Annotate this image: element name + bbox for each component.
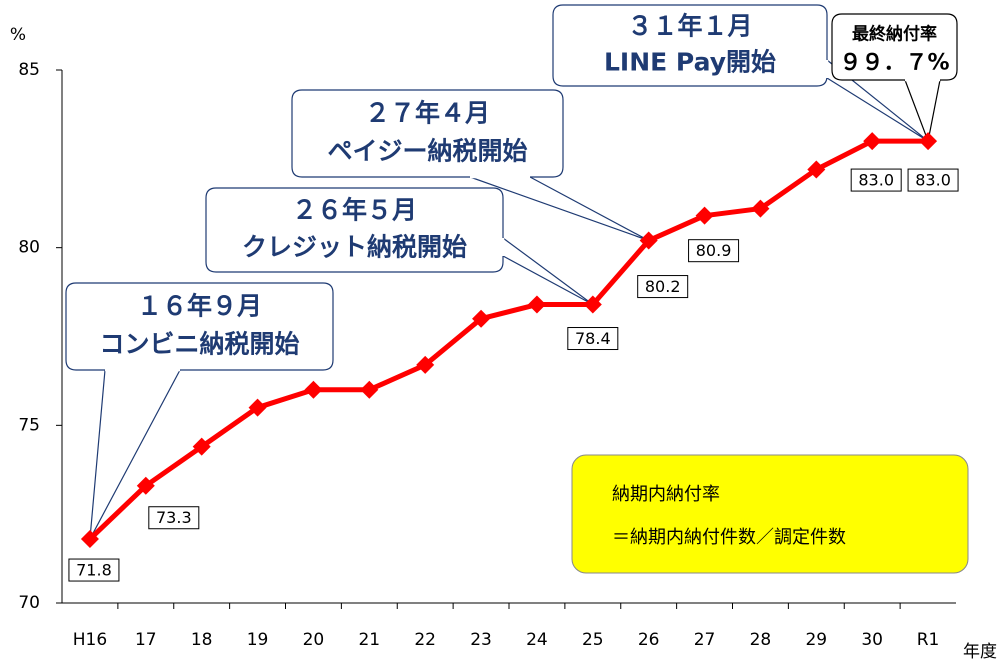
value-label-box xyxy=(567,327,619,351)
x-tick-label: H16 xyxy=(73,630,107,650)
x-tick-label: R1 xyxy=(917,630,940,650)
callout-box xyxy=(291,89,564,178)
x-tick-label: 27 xyxy=(694,630,716,650)
marker xyxy=(919,132,938,151)
callout-text: ２６年５月 xyxy=(292,196,417,225)
callout-box xyxy=(205,187,504,273)
x-tick-label: 20 xyxy=(303,630,325,650)
value-label: 78.4 xyxy=(575,329,611,348)
y-axis-label: % xyxy=(10,25,26,45)
callout-text: LINE Pay開始 xyxy=(604,47,776,76)
value-label: 73.3 xyxy=(156,508,192,527)
x-tick-label: 28 xyxy=(750,630,772,650)
x-tick-label: 19 xyxy=(247,630,269,650)
callout-text: ペイジー納税開始 xyxy=(327,137,527,166)
callout-text: １６年９月 xyxy=(137,291,262,320)
y-tick-label: 80 xyxy=(18,238,40,258)
callout-text: ２７年４月 xyxy=(365,98,490,127)
callout-pointer xyxy=(904,79,941,144)
value-label-box xyxy=(637,275,689,299)
definition-box xyxy=(571,454,969,574)
callout-box xyxy=(552,4,828,87)
callout-box xyxy=(65,282,334,371)
value-label-box xyxy=(688,239,740,263)
marker xyxy=(583,295,602,314)
value-label: 71.8 xyxy=(76,561,112,580)
callout-text: コンビニ納税開始 xyxy=(99,330,299,359)
x-axis-label: 年度 xyxy=(963,642,997,662)
x-tick-label: 30 xyxy=(861,630,883,650)
x-tick-label: 29 xyxy=(805,630,827,650)
x-tick-label: 23 xyxy=(470,630,492,650)
marker xyxy=(304,380,323,399)
value-label-box xyxy=(148,506,200,530)
marker xyxy=(192,437,211,456)
callout-text: ９９．７% xyxy=(839,51,949,76)
callout-text: ３１年１月 xyxy=(627,12,752,41)
value-label-box xyxy=(850,168,902,192)
callout-text: クレジット納税開始 xyxy=(242,232,467,261)
x-tick-label: 18 xyxy=(191,630,213,650)
x-tick-label: 21 xyxy=(358,630,380,650)
callout-pointer xyxy=(502,237,594,306)
value-label: 83.0 xyxy=(915,171,951,190)
y-tick-label: 75 xyxy=(18,415,40,435)
value-label-box xyxy=(907,168,959,192)
series-line xyxy=(88,138,929,541)
value-label: 83.0 xyxy=(858,171,894,190)
y-tick-label: 85 xyxy=(18,60,40,80)
marker xyxy=(248,398,267,417)
marker xyxy=(863,132,882,151)
value-label-box xyxy=(68,558,120,582)
value-label: 80.2 xyxy=(645,277,681,296)
x-tick-label: 25 xyxy=(582,630,604,650)
callout-text: 最終納付率 xyxy=(852,23,937,44)
marker xyxy=(472,309,491,328)
marker xyxy=(527,295,546,314)
value-label: 80.9 xyxy=(696,241,732,260)
marker xyxy=(360,380,379,399)
marker xyxy=(136,476,155,495)
definition-text: 納期内納付率 xyxy=(612,484,720,505)
callout-box xyxy=(831,13,958,81)
marker xyxy=(695,206,714,225)
x-tick-label: 17 xyxy=(135,630,157,650)
marker xyxy=(416,355,435,374)
x-tick-label: 24 xyxy=(526,630,548,650)
definition-text: ＝納期内納付件数／調定件数 xyxy=(612,527,846,548)
marker xyxy=(751,199,770,218)
x-tick-label: 26 xyxy=(638,630,660,650)
marker xyxy=(639,231,658,250)
marker xyxy=(80,530,99,549)
x-tick-label: 22 xyxy=(414,630,436,650)
marker xyxy=(807,160,826,179)
y-tick-label: 70 xyxy=(18,593,40,613)
